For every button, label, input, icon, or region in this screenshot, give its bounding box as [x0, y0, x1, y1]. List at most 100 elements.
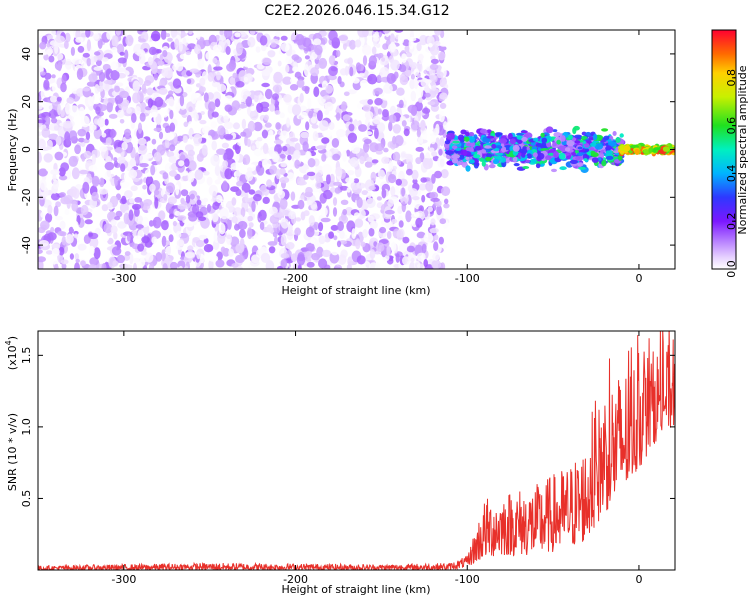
heatmap-cell [285, 55, 293, 65]
heatmap-cell [43, 153, 53, 163]
heatmap-cell [59, 231, 67, 237]
x-tick-label: -100 [455, 573, 480, 586]
heatmap-cell [38, 131, 42, 137]
heatmap-cell [320, 206, 328, 217]
spectrogram-ylabel: Frequency (Hz) [6, 109, 19, 192]
heatmap-cell [158, 87, 168, 95]
heatmap-cell [170, 30, 178, 38]
heatmap-cell [446, 132, 455, 140]
heatmap-cell [255, 30, 266, 33]
heatmap-cell [122, 264, 133, 269]
heatmap-cell [376, 74, 382, 82]
heatmap-cell [150, 30, 161, 42]
heatmap-cell [368, 227, 375, 237]
heatmap-cell [137, 243, 145, 252]
heatmap-cell [399, 75, 409, 86]
heatmap-cell [229, 236, 240, 247]
heatmap-cell [128, 209, 134, 221]
heatmap-cell [332, 153, 341, 161]
heatmap-cell [328, 65, 338, 77]
heatmap-cell [271, 151, 280, 163]
heatmap-cell [424, 84, 430, 94]
heatmap-cell [594, 143, 604, 150]
heatmap-cell [187, 171, 195, 183]
heatmap-cell [362, 229, 368, 238]
heatmap-cell [424, 79, 432, 84]
heatmap-cell [335, 112, 341, 121]
heatmap-cell [328, 122, 335, 130]
heatmap-cell [521, 136, 528, 142]
heatmap-cell [581, 136, 588, 140]
heatmap-cell [214, 179, 221, 185]
heatmap-cell [52, 173, 57, 182]
heatmap-cell [335, 166, 343, 177]
heatmap-cell [200, 111, 205, 115]
heatmap-cell [185, 86, 193, 93]
heatmap-cell [243, 76, 248, 82]
heatmap-cell [353, 178, 360, 184]
heatmap-cell [324, 237, 331, 243]
heatmap-cell [141, 236, 150, 244]
heatmap-cell [439, 42, 448, 47]
heatmap-cell [260, 252, 271, 263]
heatmap-cell [153, 151, 162, 162]
heatmap-cell [359, 99, 370, 105]
heatmap-cell [465, 156, 470, 160]
heatmap-cell [398, 220, 404, 228]
heatmap-cell [395, 186, 399, 198]
heatmap-cell [71, 58, 82, 65]
heatmap-cell [88, 165, 98, 172]
heatmap-cell [290, 76, 299, 85]
heatmap-cell [162, 50, 168, 58]
heatmap-cell [411, 196, 420, 201]
heatmap-cell [280, 234, 287, 246]
heatmap-cell [304, 55, 310, 60]
heatmap-cell [189, 36, 198, 45]
heatmap-cell [68, 155, 79, 167]
heatmap-cell [401, 187, 406, 197]
heatmap-cell [110, 61, 119, 71]
heatmap-cell [64, 209, 70, 216]
heatmap-cell [203, 92, 209, 103]
heatmap-cell [434, 30, 442, 36]
y-tick-label: 20 [20, 95, 33, 109]
heatmap-cell [235, 81, 245, 88]
heatmap-cell [43, 102, 53, 112]
heatmap-cell [74, 144, 81, 155]
heatmap-cell [48, 133, 59, 140]
heatmap-cell [249, 259, 260, 267]
heatmap-cell [388, 160, 394, 172]
heatmap-cell [62, 120, 73, 129]
heatmap-cell [513, 163, 520, 167]
heatmap-cell [411, 169, 419, 180]
heatmap-cell [368, 55, 377, 66]
heatmap-cell [439, 92, 448, 100]
heatmap-cell [149, 183, 156, 193]
heatmap-cell [152, 216, 162, 229]
heatmap-cell [162, 46, 169, 51]
heatmap-cell [469, 159, 475, 164]
heatmap-cell [53, 125, 59, 131]
heatmap-cell [160, 105, 169, 118]
heatmap-cell [397, 33, 405, 45]
heatmap-cell [390, 59, 400, 71]
heatmap-cell [65, 103, 72, 115]
heatmap-cell [235, 188, 242, 196]
heatmap-cell [541, 137, 548, 144]
heatmap-cell [493, 158, 499, 165]
heatmap-cell [168, 156, 177, 163]
heatmap-cell [435, 200, 442, 207]
heatmap-cell [188, 127, 194, 140]
heatmap-cell [322, 163, 332, 175]
heatmap-cell [213, 66, 223, 71]
heatmap-cell [556, 139, 561, 145]
heatmap-cell [240, 207, 246, 218]
heatmap-cell [203, 244, 214, 253]
heatmap-cell [61, 74, 67, 85]
heatmap-cell [423, 232, 434, 244]
heatmap-cell [374, 143, 385, 152]
heatmap-cell [280, 35, 288, 41]
heatmap-cell [339, 185, 349, 191]
heatmap-cell [405, 52, 413, 58]
heatmap-cell [392, 151, 401, 162]
